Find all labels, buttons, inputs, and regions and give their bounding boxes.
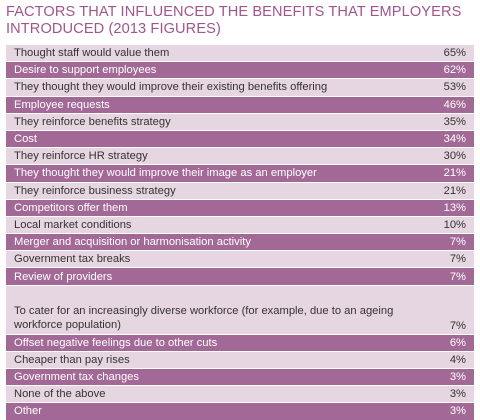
table-row: Local market conditions 10% <box>6 216 474 234</box>
table-row: Employee requests 46% <box>6 96 474 113</box>
row-value: 4% <box>449 353 466 366</box>
row-value: 3% <box>449 371 466 384</box>
row-value: 65% <box>443 47 466 60</box>
table-row: Government tax breaks 7% <box>6 251 474 268</box>
row-value: 35% <box>443 115 466 128</box>
table-row: They reinforce benefits strategy 35% <box>6 113 474 130</box>
row-value: 7% <box>449 270 466 283</box>
row-value: 30% <box>443 150 466 163</box>
table-row: None of the above 3% <box>6 386 474 403</box>
table-row: Cost 34% <box>6 130 474 148</box>
row-label: Local market conditions <box>14 218 132 231</box>
row-label: They reinforce benefits strategy <box>14 115 171 128</box>
table-row: Review of providers 7% <box>6 268 474 285</box>
row-label: Offset negative feelings due to other cu… <box>14 336 218 349</box>
row-label: To cater for an increasingly diverse wor… <box>14 304 394 331</box>
row-value: 53% <box>443 81 466 94</box>
table-row: Thought staff would value them 65% <box>6 45 474 62</box>
table-row: They reinforce HR strategy 30% <box>6 148 474 165</box>
row-value: 62% <box>443 64 466 77</box>
row-value: 7% <box>449 319 466 332</box>
table-row: Merger and acquisition or harmonisation … <box>6 234 474 251</box>
row-label: None of the above <box>14 388 106 401</box>
row-value: 7% <box>449 236 466 249</box>
table-row: Other 3% <box>6 403 474 420</box>
page-title: FACTORS THAT INFLUENCED THE BENEFITS THA… <box>6 4 462 37</box>
row-value: 7% <box>449 253 466 266</box>
row-value: 46% <box>443 98 466 111</box>
row-label: Employee requests <box>14 98 110 111</box>
row-value: 6% <box>449 336 466 349</box>
row-value: 13% <box>443 201 466 214</box>
row-label: Cheaper than pay rises <box>14 353 130 366</box>
row-value: 34% <box>443 133 466 146</box>
table-row: They thought they would improve their ex… <box>6 79 474 96</box>
row-label: They thought they would improve their ex… <box>14 81 328 94</box>
row-value: 21% <box>443 167 466 180</box>
row-value: 3% <box>449 405 466 418</box>
row-label: Merger and acquisition or harmonisation … <box>14 236 251 249</box>
row-label: Government tax breaks <box>14 253 131 266</box>
table-row: Desire to support employees 62% <box>6 62 474 79</box>
row-label: Review of providers <box>14 270 113 283</box>
table-row: To cater for an increasingly diverse wor… <box>6 285 474 334</box>
table-row: Competitors offer them 13% <box>6 199 474 216</box>
row-label: Cost <box>14 133 38 146</box>
row-label: Desire to support employees <box>14 64 157 77</box>
table-row: They reinforce business strategy 21% <box>6 182 474 199</box>
row-label: Thought staff would value them <box>14 47 170 60</box>
row-label: Other <box>14 405 42 418</box>
row-label: They thought they would improve their im… <box>14 167 317 180</box>
row-value: 21% <box>443 184 466 197</box>
table-row: Cheaper than pay rises 4% <box>6 351 474 368</box>
table-row: Offset negative feelings due to other cu… <box>6 334 474 351</box>
row-label: Government tax changes <box>14 371 139 384</box>
row-label: They reinforce HR strategy <box>14 150 148 163</box>
table-row: Government tax changes 3% <box>6 369 474 386</box>
row-value: 10% <box>443 218 466 231</box>
row-value: 3% <box>449 388 466 401</box>
row-label: Competitors offer them <box>14 201 128 214</box>
factors-table: Thought staff would value them 65% Desir… <box>6 45 474 420</box>
row-label: They reinforce business strategy <box>14 184 176 197</box>
table-row: They thought they would improve their im… <box>6 165 474 182</box>
